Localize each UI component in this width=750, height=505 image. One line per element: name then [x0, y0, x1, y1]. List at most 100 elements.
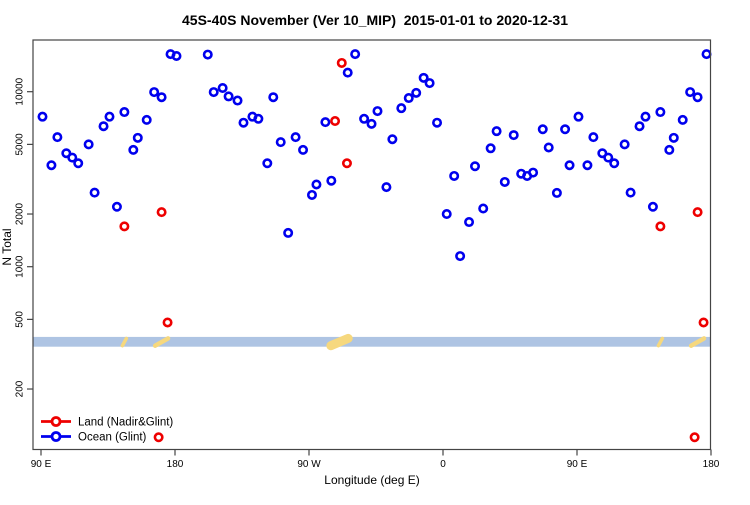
ocean-point — [640, 111, 651, 122]
ocean-point — [564, 160, 575, 171]
x-tick-label: 90 W — [297, 459, 321, 470]
ocean-point — [111, 201, 122, 212]
ocean-point — [46, 160, 57, 171]
ocean-point — [366, 118, 377, 129]
ocean-point — [253, 113, 264, 124]
ocean-point — [202, 49, 213, 60]
y-axis-label: N Total — [0, 228, 14, 265]
land-point — [341, 158, 352, 169]
ocean-point — [491, 126, 502, 137]
ocean-point — [508, 130, 519, 141]
ocean-point — [449, 170, 460, 181]
ocean-point — [67, 152, 78, 163]
land-mark — [120, 336, 129, 348]
ocean-point — [424, 78, 435, 89]
ocean-point — [418, 72, 429, 83]
ocean-point — [609, 158, 620, 169]
ocean-point — [470, 161, 481, 172]
plot-content: 90 E 180 90 W 0 90 E 180 200 500 1000 2000 5000 100… — [15, 49, 720, 470]
ocean-point — [499, 176, 510, 187]
ocean-point — [396, 103, 407, 114]
y-tick-label: 200 — [15, 380, 26, 397]
ocean-point — [543, 142, 554, 153]
ocean-point — [275, 137, 286, 148]
ocean-point — [37, 111, 48, 122]
ocean-point — [387, 134, 398, 145]
ocean-point — [677, 114, 688, 125]
ocean-point — [171, 50, 182, 61]
ocean-point — [573, 111, 584, 122]
ocean-point — [537, 124, 548, 135]
ocean-point — [83, 139, 94, 150]
ocean-point — [381, 182, 392, 193]
ocean-point — [588, 132, 599, 143]
ocean-point — [350, 49, 361, 60]
ocean-point — [208, 87, 219, 98]
y-tick-label: 2000 — [15, 202, 26, 225]
ocean-point — [664, 144, 675, 155]
ocean-point — [634, 121, 645, 132]
legend-ocean-marker-icon — [50, 431, 62, 442]
chart-title: 45S-40S November (Ver 10_MIP) 2015-01-01… — [182, 12, 568, 28]
land-point — [692, 207, 703, 218]
ocean-point — [156, 92, 167, 103]
ocean-point — [217, 82, 228, 93]
ocean-point — [551, 187, 562, 198]
ocean-point — [647, 201, 658, 212]
ocean-point — [119, 107, 130, 118]
ocean-point — [619, 139, 630, 150]
land-point — [119, 221, 130, 232]
land-mark — [326, 333, 353, 351]
ocean-point — [306, 189, 317, 200]
y-tick-label: 5000 — [15, 133, 26, 156]
ocean-point — [441, 209, 452, 220]
land-mark — [688, 336, 707, 348]
land-point — [689, 432, 700, 443]
ocean-point — [104, 111, 115, 122]
x-tick-label: 180 — [703, 459, 720, 470]
ocean-point — [668, 132, 679, 143]
ocean-point — [238, 117, 249, 128]
ocean-point — [52, 132, 63, 143]
y-tick-label: 1000 — [15, 255, 26, 278]
ocean-point — [359, 113, 370, 124]
ocean-point — [342, 67, 353, 78]
ocean-point — [478, 203, 489, 214]
land-point — [336, 57, 347, 68]
ocean-point — [141, 114, 152, 125]
land-point — [153, 432, 164, 443]
ocean-point — [685, 87, 696, 98]
ocean-point — [432, 117, 443, 128]
ocean-point — [455, 251, 466, 262]
ocean-point — [311, 179, 322, 190]
ocean-point — [283, 227, 294, 238]
ocean-point — [582, 160, 593, 171]
ocean-point — [232, 95, 243, 106]
land-mark — [152, 336, 171, 348]
ocean-point — [89, 187, 100, 198]
ocean-point — [268, 92, 279, 103]
ocean-point — [411, 87, 422, 98]
ocean-point — [298, 144, 309, 155]
x-tick-label: 90 E — [567, 459, 588, 470]
legend-label-land: Land (Nadir&Glint) — [78, 417, 173, 429]
ocean-point — [701, 49, 712, 60]
ocean-point — [128, 144, 139, 155]
ocean-point — [485, 143, 496, 154]
ocean-point — [262, 158, 273, 169]
ocean-point — [464, 217, 475, 228]
ocean-point — [603, 152, 614, 163]
land-mark — [656, 336, 665, 348]
land-point — [698, 317, 709, 328]
legend-land-marker-icon — [50, 416, 62, 427]
x-tick-label: 180 — [167, 459, 184, 470]
ocean-point — [625, 187, 636, 198]
x-tick-label: 0 — [440, 459, 446, 470]
legend-label-ocean: Ocean (Glint) — [78, 432, 147, 444]
land-point — [330, 116, 341, 127]
ocean-point — [149, 87, 160, 98]
land-point — [655, 221, 666, 232]
x-axis-label: Longitude (deg E) — [324, 473, 419, 487]
y-tick-label: 500 — [15, 311, 26, 328]
